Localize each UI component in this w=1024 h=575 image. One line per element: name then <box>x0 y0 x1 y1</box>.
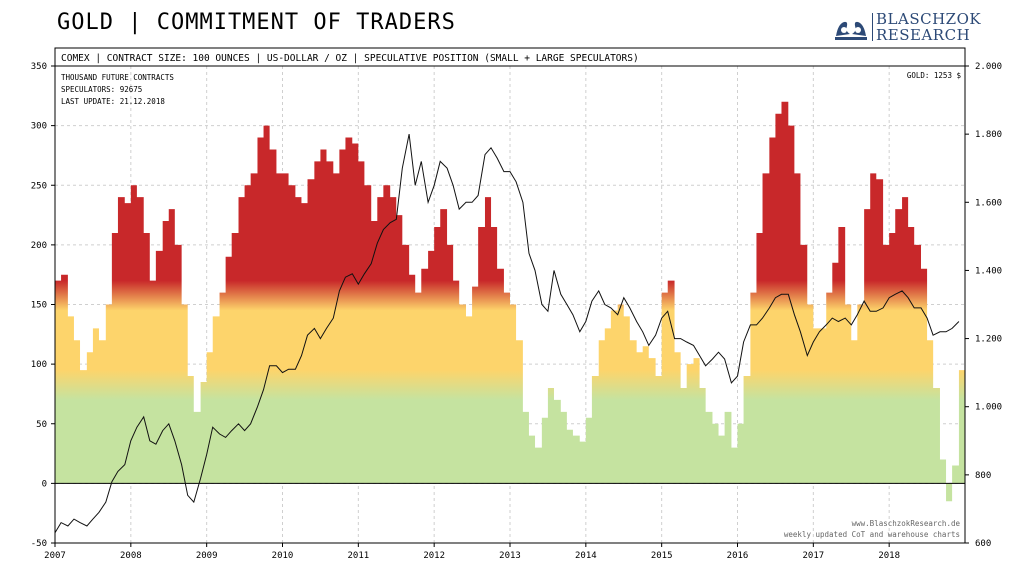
logo-text-line1: BLASCHZOK <box>876 10 982 28</box>
x-tick-label: 2017 <box>802 551 824 561</box>
right-tick-label: 1.800 <box>975 130 1002 140</box>
x-tick-label: 2015 <box>651 551 673 561</box>
left-tick-label: 0 <box>42 479 47 489</box>
logo-separator <box>872 13 873 41</box>
info-line-1: THOUSAND FUTURE CONTRACTS <box>61 73 174 82</box>
left-tick-label: -50 <box>31 539 47 549</box>
right-tick-label: 1.600 <box>975 198 1002 208</box>
right-tick-label: 1.200 <box>975 335 1002 345</box>
x-tick-label: 2014 <box>575 551 597 561</box>
x-tick-label: 2009 <box>196 551 218 561</box>
right-axis: 600 800 1.000 1.200 1.400 1.600 1.800 2.000 <box>965 62 1002 549</box>
gold-price-line <box>54 134 960 534</box>
x-tick-label: 2016 <box>727 551 749 561</box>
page-title: GOLD | COMMITMENT OF TRADERS <box>57 10 456 35</box>
info-line-2: SPECULATORS: 92675 <box>61 85 142 94</box>
x-tick-label: 2011 <box>347 551 369 561</box>
info-line-3: LAST UPDATE: 21.12.2018 <box>61 97 165 106</box>
gold-price-label: GOLD: 1253 $ <box>907 71 962 80</box>
x-tick-label: 2007 <box>44 551 66 561</box>
logo-text-line2: RESEARCH <box>876 26 971 44</box>
left-tick-label: 350 <box>31 62 47 72</box>
x-tick-label: 2010 <box>272 551 294 561</box>
footer-url: www.BlaschzokResearch.de <box>852 519 961 528</box>
left-tick-label: 300 <box>31 122 47 132</box>
x-tick-label: 2012 <box>423 551 445 561</box>
left-tick-label: 200 <box>31 241 47 251</box>
x-tick-label: 2008 <box>120 551 142 561</box>
right-tick-label: 600 <box>975 539 991 549</box>
x-axis: 2007 2008 2009 2010 2011 2012 2013 2014 2015 2016… <box>44 543 900 561</box>
brand-logo: BLASCHZOK RESEARCH <box>832 10 992 46</box>
left-tick-label: 100 <box>31 360 47 370</box>
left-tick-label: 250 <box>31 181 47 191</box>
swan-logo-icon <box>832 12 870 42</box>
speculators-area <box>55 101 965 502</box>
footer-note: weekly updated CoT and warehouse charts <box>784 530 960 539</box>
right-tick-label: 1.400 <box>975 266 1002 276</box>
x-tick-label: 2018 <box>878 551 900 561</box>
chart-subtitle: COMEX | CONTRACT SIZE: 100 OUNCES | US-D… <box>61 53 639 64</box>
x-tick-label: 2013 <box>499 551 521 561</box>
left-tick-label: 150 <box>31 301 47 311</box>
right-tick-label: 800 <box>975 471 991 481</box>
left-tick-label: 50 <box>36 420 47 430</box>
right-tick-label: 2.000 <box>975 62 1002 72</box>
right-tick-label: 1.000 <box>975 403 1002 413</box>
left-axis: -50 0 50 100 150 200 250 300 350 <box>31 62 55 549</box>
